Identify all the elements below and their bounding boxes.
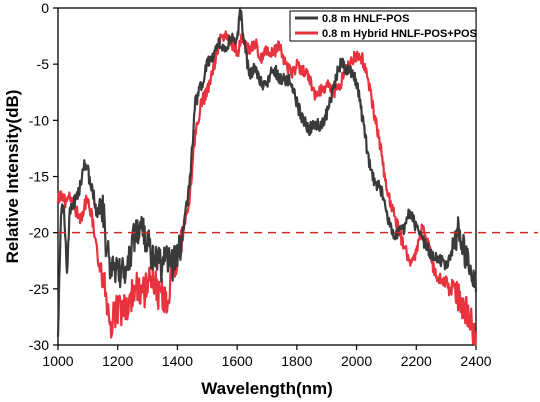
y-tick-label: -30: [29, 337, 49, 353]
x-tick-label: 1400: [162, 353, 193, 369]
plot-frame: [57, 7, 477, 346]
legend: 0.8 m HNLF-POS 0.8 m Hybrid HNLF-POS+POS: [289, 10, 477, 42]
y-axis-title: Relative Intensity(dB): [3, 90, 22, 264]
x-tick-label: 1200: [102, 353, 133, 369]
x-tick-label: 1000: [42, 353, 73, 369]
x-tick-label: 1800: [281, 353, 312, 369]
legend-label-hybrid: 0.8 m Hybrid HNLF-POS+POS: [322, 28, 477, 40]
axis-ticks: 1000 1200 1400 1600 1800 2000 2200 2400 0 -5 -10 -1…: [29, 0, 492, 369]
y-tick-label: -15: [29, 169, 49, 185]
y-tick-label: -5: [37, 56, 50, 72]
y-tick-label: -10: [29, 112, 49, 128]
x-tick-label: 1600: [222, 353, 253, 369]
series-line-hnlf-pos: [56, 6, 478, 337]
x-tick-label: 2200: [401, 353, 432, 369]
legend-label-hnlf-pos: 0.8 m HNLF-POS: [322, 13, 409, 25]
x-tick-label: 2000: [341, 353, 372, 369]
y-tick-label: 0: [41, 0, 49, 16]
plot-area: [57, 7, 477, 346]
series-line-hybrid: [56, 30, 478, 347]
y-tick-label: -25: [29, 281, 49, 297]
y-tick-label: -20: [29, 225, 49, 241]
x-tick-label: 2400: [460, 353, 491, 369]
series-layer: [56, 6, 478, 347]
legend-box: [289, 10, 477, 42]
x-axis-title: Wavelength(nm): [201, 379, 333, 398]
